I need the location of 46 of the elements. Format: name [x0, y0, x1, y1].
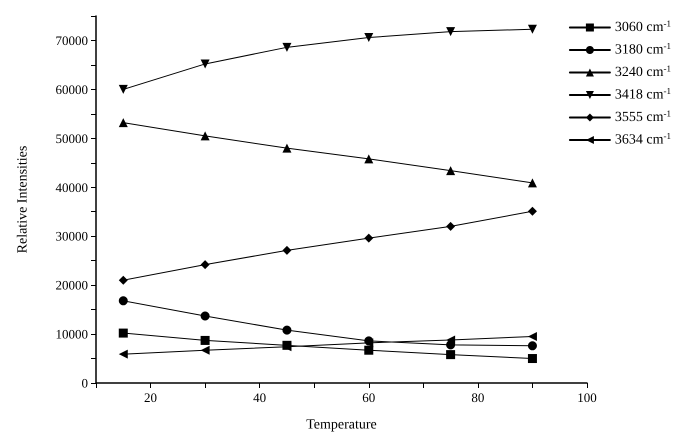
point: [282, 326, 292, 335]
point: [364, 154, 374, 164]
point: [282, 246, 292, 255]
point: [446, 166, 456, 176]
x-tick-label: 40: [253, 390, 266, 405]
x-tick-label: 100: [577, 390, 597, 405]
point: [446, 27, 456, 36]
point: [446, 222, 456, 231]
point: [118, 118, 128, 128]
y-tick-label: 70000: [56, 32, 88, 48]
point: [364, 346, 374, 355]
x-tick-label: 80: [471, 390, 484, 405]
point: [528, 24, 537, 34]
y-tick-label: 50000: [56, 130, 88, 146]
point: [282, 42, 292, 52]
point: [446, 340, 456, 350]
point: [200, 336, 210, 345]
point: [528, 341, 537, 350]
point: [118, 276, 128, 285]
point: [200, 131, 210, 140]
y-tick-label: 10000: [56, 326, 88, 342]
point: [118, 328, 128, 338]
point: [528, 354, 537, 364]
point: [200, 59, 210, 68]
point: [200, 260, 210, 270]
y-tick-label: 20000: [56, 278, 88, 293]
point: [118, 350, 128, 359]
point: [364, 234, 374, 243]
point: [200, 311, 210, 320]
x-axis-title: Temperature: [306, 418, 377, 432]
point: [446, 350, 456, 360]
point: [200, 346, 210, 355]
y-axis-title: Relative Intensities: [16, 146, 30, 254]
y-tick-label: 60000: [56, 82, 88, 97]
point: [364, 33, 374, 42]
point: [528, 206, 537, 216]
y-tick-label: 30000: [56, 228, 88, 244]
point: [118, 296, 128, 306]
y-tick-label: 0: [82, 376, 88, 390]
point: [282, 144, 292, 153]
point: [118, 84, 128, 94]
point: [528, 178, 537, 188]
point: [528, 332, 537, 342]
x-tick-label: 60: [362, 390, 376, 405]
x-tick-label: 20: [144, 390, 158, 405]
y-tick-label: 40000: [56, 180, 88, 195]
